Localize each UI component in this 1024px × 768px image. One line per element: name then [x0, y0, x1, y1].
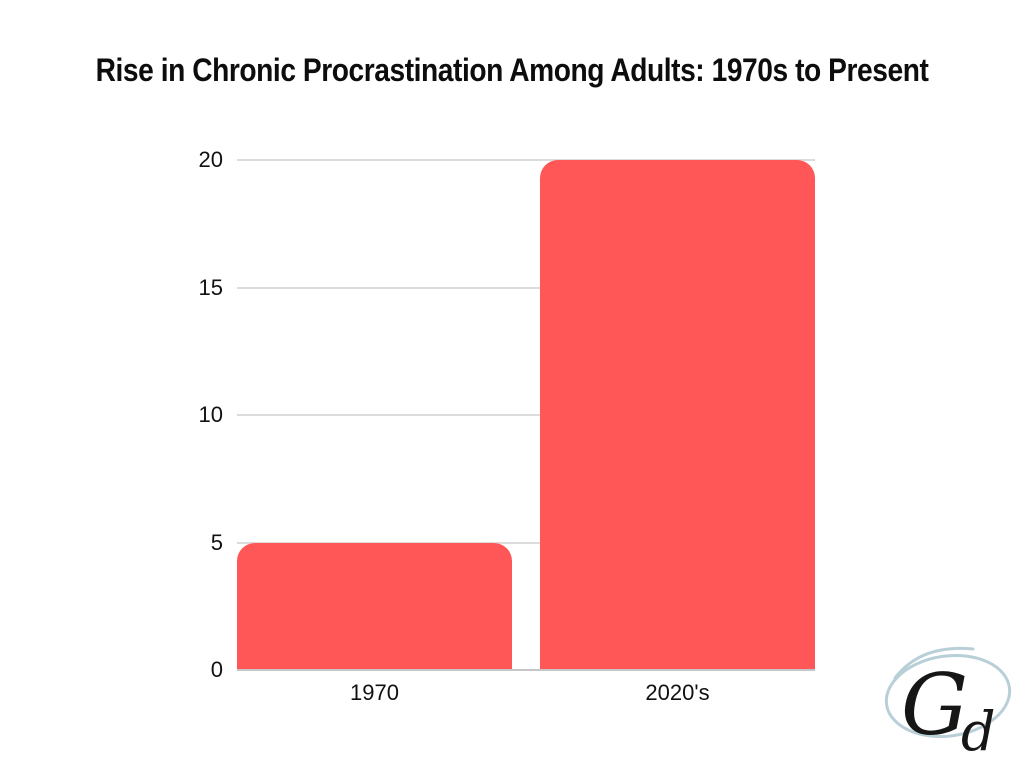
y-gridline — [237, 159, 815, 161]
y-tick-label: 20 — [198, 147, 223, 172]
chart-plot-area: 0 5 10 15 20 1970 2020's — [199, 148, 815, 705]
bar-2020s — [540, 160, 815, 670]
y-tick-label: 0 — [210, 657, 223, 682]
x-axis-baseline — [237, 669, 815, 671]
brand-logo: G d — [884, 646, 1012, 763]
y-tick-label: 15 — [198, 274, 223, 300]
y-tick-label: 5 — [210, 529, 223, 555]
x-tick-label: 2020's — [645, 680, 710, 705]
y-gridline — [237, 286, 815, 289]
y-gridline — [237, 541, 815, 544]
logo-letter-d: d — [961, 700, 996, 763]
logo-letter-g: G — [901, 656, 968, 754]
y-gridline — [237, 414, 815, 416]
bar-1970 — [237, 542, 512, 670]
logo-ellipse-icon — [884, 646, 1012, 739]
x-tick-label: 1970 — [350, 680, 399, 705]
chart-title: Rise in Chronic Procrastination Among Ad… — [95, 52, 929, 88]
y-tick-label: 10 — [198, 402, 223, 427]
